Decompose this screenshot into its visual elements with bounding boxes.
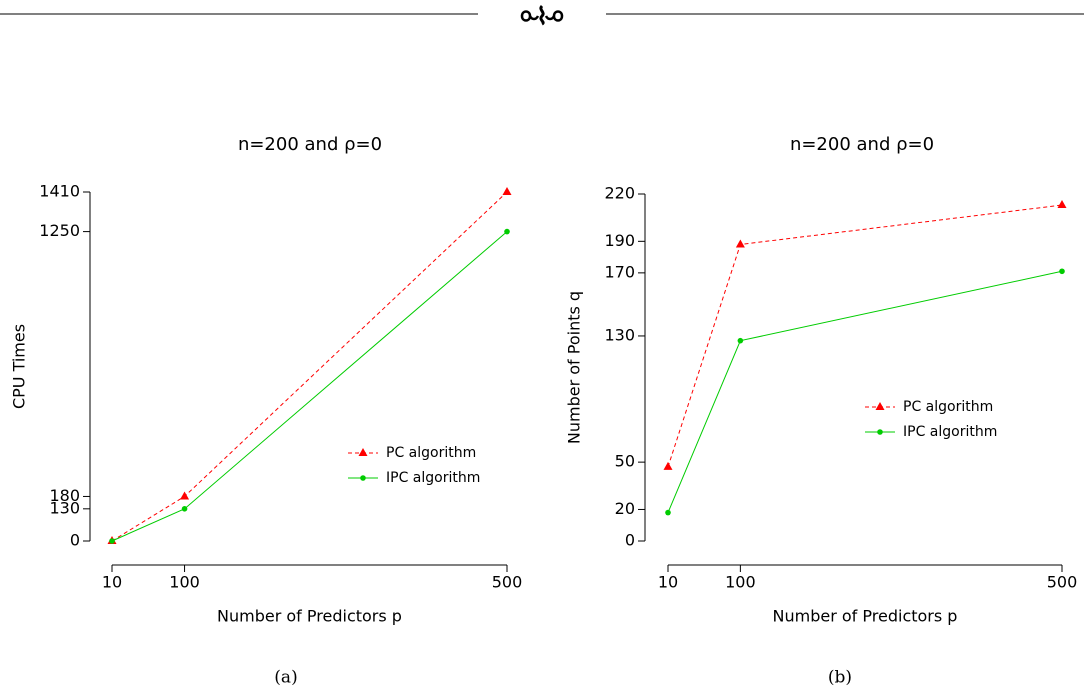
y-tick-label: 0 bbox=[70, 531, 80, 550]
x-axis-label: Number of Predictors p bbox=[773, 607, 958, 626]
data-point bbox=[180, 491, 190, 500]
y-tick-label: 130 bbox=[604, 325, 635, 344]
series-line bbox=[667, 204, 1063, 468]
x-tick-label: 100 bbox=[169, 573, 200, 592]
y-tick-label: 180 bbox=[49, 486, 80, 505]
data-point bbox=[1059, 268, 1065, 275]
x-tick-label: 100 bbox=[725, 573, 756, 592]
data-point bbox=[665, 509, 671, 516]
legend-marker bbox=[358, 448, 368, 456]
series-line bbox=[111, 231, 508, 542]
legend-marker bbox=[877, 429, 883, 435]
y-axis-label: Number of Points q bbox=[565, 291, 584, 444]
data-point bbox=[109, 538, 115, 544]
data-point bbox=[735, 239, 745, 248]
x-tick-label: 10 bbox=[102, 573, 122, 592]
data-point bbox=[1057, 200, 1067, 209]
legend-marker bbox=[360, 475, 366, 481]
y-tick-label: 220 bbox=[604, 184, 635, 203]
y-tick-label: 190 bbox=[604, 231, 635, 250]
x-tick-label: 500 bbox=[1047, 573, 1078, 592]
ornament bbox=[520, 4, 564, 26]
y-axis-label: CPU Times bbox=[10, 324, 29, 409]
legend-label: PC algorithm bbox=[903, 399, 993, 415]
legend-label: IPC algorithm bbox=[386, 470, 480, 486]
y-tick-label: 1410 bbox=[39, 182, 80, 201]
data-point bbox=[504, 228, 510, 235]
y-tick-label: 20 bbox=[615, 499, 635, 518]
data-point bbox=[502, 187, 512, 195]
y-tick-label: 130 bbox=[49, 498, 80, 517]
series-line bbox=[667, 270, 1063, 513]
legend-label: PC algorithm bbox=[386, 445, 476, 461]
y-tick-label: 170 bbox=[604, 262, 635, 281]
chart-title: n=200 and ρ=0 bbox=[790, 134, 934, 155]
legend-marker bbox=[875, 402, 885, 410]
legend-label: IPC algorithm bbox=[903, 424, 997, 440]
y-tick-label: 50 bbox=[615, 452, 635, 471]
y-tick-label: 0 bbox=[625, 531, 635, 550]
data-point bbox=[181, 506, 188, 512]
data-point bbox=[737, 337, 744, 344]
caption: (b) bbox=[828, 668, 852, 688]
series-line bbox=[111, 191, 508, 542]
x-axis-label: Number of Predictors p bbox=[217, 607, 402, 626]
caption: (a) bbox=[274, 668, 297, 688]
x-tick-label: 10 bbox=[658, 573, 678, 592]
y-tick-label: 1250 bbox=[39, 221, 80, 240]
x-tick-label: 500 bbox=[492, 573, 523, 592]
data-point bbox=[663, 461, 673, 470]
chart-title: n=200 and ρ=0 bbox=[238, 134, 382, 155]
